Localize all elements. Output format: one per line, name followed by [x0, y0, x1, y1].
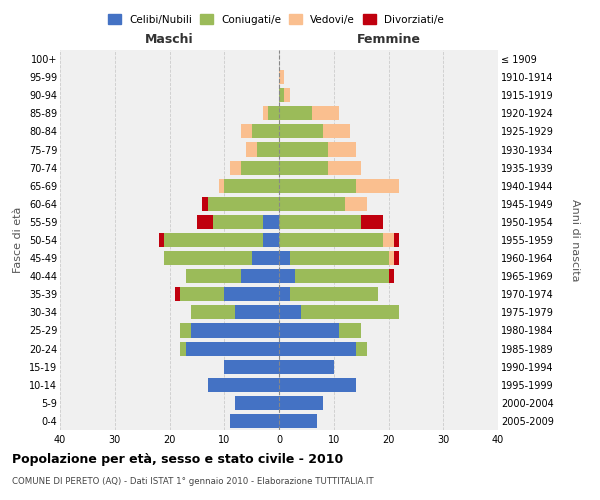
Bar: [214, 215, 263, 229]
Bar: [208, 197, 279, 211]
Bar: [323, 124, 350, 138]
Bar: [219, 178, 224, 193]
Bar: [279, 124, 323, 138]
Bar: [202, 197, 208, 211]
Bar: [208, 378, 279, 392]
Bar: [279, 88, 284, 102]
Bar: [345, 197, 367, 211]
Bar: [230, 414, 279, 428]
Bar: [186, 342, 279, 355]
Text: Maschi: Maschi: [145, 34, 194, 46]
Bar: [279, 378, 356, 392]
Bar: [279, 324, 339, 338]
Bar: [224, 287, 279, 302]
Bar: [279, 106, 312, 120]
Text: COMUNE DI PERETO (AQ) - Dati ISTAT 1° gennaio 2010 - Elaborazione TUTTITALIA.IT: COMUNE DI PERETO (AQ) - Dati ISTAT 1° ge…: [12, 478, 374, 486]
Bar: [164, 251, 251, 265]
Bar: [263, 215, 279, 229]
Bar: [295, 269, 389, 283]
Bar: [356, 342, 367, 355]
Bar: [246, 142, 257, 156]
Bar: [279, 396, 323, 410]
Bar: [257, 142, 279, 156]
Bar: [191, 324, 279, 338]
Bar: [235, 306, 279, 320]
Bar: [224, 360, 279, 374]
Bar: [191, 306, 235, 320]
Bar: [394, 233, 400, 247]
Bar: [279, 178, 356, 193]
Bar: [383, 233, 394, 247]
Legend: Celibi/Nubili, Coniugati/e, Vedovi/e, Divorziati/e: Celibi/Nubili, Coniugati/e, Vedovi/e, Di…: [104, 10, 448, 29]
Bar: [164, 233, 263, 247]
Bar: [158, 233, 164, 247]
Bar: [328, 142, 356, 156]
Bar: [279, 269, 295, 283]
Bar: [235, 396, 279, 410]
Bar: [279, 414, 317, 428]
Bar: [241, 124, 251, 138]
Bar: [197, 215, 214, 229]
Y-axis label: Anni di nascita: Anni di nascita: [571, 198, 580, 281]
Bar: [279, 233, 383, 247]
Bar: [279, 215, 361, 229]
Text: Popolazione per età, sesso e stato civile - 2010: Popolazione per età, sesso e stato civil…: [12, 452, 343, 466]
Bar: [301, 306, 400, 320]
Bar: [279, 197, 345, 211]
Bar: [312, 106, 339, 120]
Bar: [181, 342, 186, 355]
Bar: [279, 287, 290, 302]
Bar: [328, 160, 361, 174]
Bar: [268, 106, 279, 120]
Bar: [290, 251, 389, 265]
Bar: [263, 106, 268, 120]
Bar: [279, 160, 328, 174]
Bar: [241, 269, 279, 283]
Bar: [361, 215, 383, 229]
Bar: [290, 287, 377, 302]
Bar: [339, 324, 361, 338]
Bar: [279, 142, 328, 156]
Bar: [263, 233, 279, 247]
Bar: [284, 88, 290, 102]
Bar: [394, 251, 400, 265]
Bar: [186, 269, 241, 283]
Bar: [224, 178, 279, 193]
Bar: [181, 287, 224, 302]
Bar: [181, 324, 191, 338]
Bar: [356, 178, 400, 193]
Bar: [279, 306, 301, 320]
Bar: [279, 70, 284, 84]
Text: Femmine: Femmine: [356, 34, 421, 46]
Y-axis label: Fasce di età: Fasce di età: [13, 207, 23, 273]
Bar: [241, 160, 279, 174]
Bar: [251, 251, 279, 265]
Bar: [230, 160, 241, 174]
Bar: [279, 342, 356, 355]
Bar: [251, 124, 279, 138]
Bar: [175, 287, 181, 302]
Bar: [389, 269, 394, 283]
Bar: [279, 251, 290, 265]
Bar: [389, 251, 394, 265]
Bar: [279, 360, 334, 374]
